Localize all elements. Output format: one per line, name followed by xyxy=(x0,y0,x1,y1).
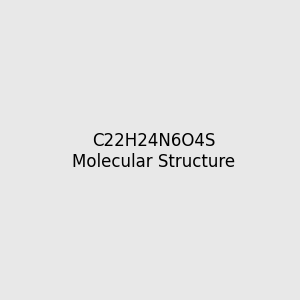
Text: C22H24N6O4S
Molecular Structure: C22H24N6O4S Molecular Structure xyxy=(72,132,235,171)
